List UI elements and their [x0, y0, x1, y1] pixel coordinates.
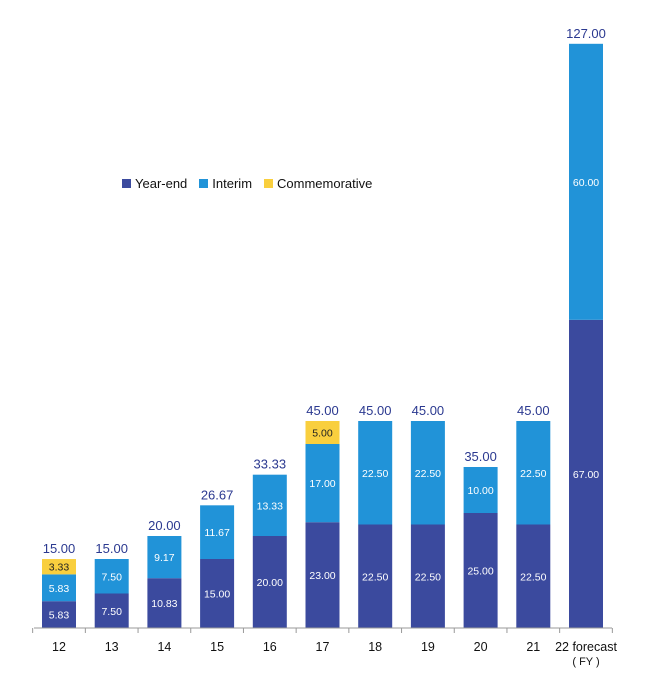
total-label-18: 45.00 [359, 403, 392, 418]
bar-year-end-21 [516, 524, 551, 628]
bar-interim-14 [147, 536, 182, 579]
total-label-20: 35.00 [464, 449, 497, 464]
x-tick-label-12: 12 [52, 640, 66, 654]
bar-year-end-15 [200, 559, 235, 628]
x-tick-label-14: 14 [157, 640, 171, 654]
legend-label-year-end: Year-end [135, 176, 188, 191]
bar-interim-17 [305, 444, 340, 523]
legend-label-interim: Interim [212, 176, 253, 191]
bar-interim-22-forecast [569, 43, 603, 320]
segment-label-interim-21: 22.50 [520, 468, 546, 480]
legend-item-interim: Interim [199, 176, 252, 191]
bar-year-end-12 [42, 601, 76, 628]
x-axis-tick-labels-group: 12 13 14 15 16 17 18 19 20 21 22 forecast ( FY ) [52, 640, 617, 668]
x-tick-label-18: 18 [368, 640, 382, 654]
total-label-15: 26.67 [201, 487, 234, 502]
total-label-22-forecast: 127.00 [566, 26, 606, 41]
segment-label-interim-14: 9.17 [154, 552, 175, 564]
legend-label-commemorative: Commemorative [277, 176, 373, 191]
segment-label-year-end-17: 23.00 [309, 570, 335, 582]
bar-year-end-22-forecast [569, 319, 603, 628]
x-tick-label-15: 15 [210, 640, 224, 654]
bars-group [42, 43, 603, 628]
legend-item-year-end: Year-end [122, 176, 187, 191]
segment-label-interim-19: 22.50 [415, 468, 441, 480]
bar-interim-19 [410, 421, 445, 525]
x-axis-ticks-group [32, 628, 613, 633]
segment-label-interim-12: 5.83 [49, 583, 70, 595]
segment-label-year-end-12: 5.83 [49, 610, 70, 622]
bar-year-end-13 [94, 593, 129, 628]
segment-labels-group: 5.83 5.83 3.33 7.50 7.50 10.83 9.17 15.00 11.67 2… [49, 177, 600, 622]
total-label-19: 45.00 [412, 403, 445, 418]
bar-interim-21 [516, 421, 551, 525]
x-tick-label-16: 16 [263, 640, 277, 654]
total-label-13: 15.00 [95, 541, 128, 556]
x-tick-label-13: 13 [105, 640, 119, 654]
segment-label-year-end-20: 25.00 [467, 566, 493, 578]
legend: Year-end Interim Commemorative [122, 176, 384, 191]
total-label-17: 45.00 [306, 403, 339, 418]
segment-label-year-end-18: 22.50 [362, 571, 388, 583]
total-label-21: 45.00 [517, 403, 550, 418]
segment-label-interim-20: 10.00 [467, 485, 493, 497]
segment-label-interim-18: 22.50 [362, 468, 388, 480]
segment-label-year-end-16: 20.00 [257, 577, 283, 589]
x-tick-label-17: 17 [316, 640, 330, 654]
x-tick-sublabel-22-forecast: ( FY ) [572, 656, 599, 668]
bar-year-end-16 [252, 536, 287, 628]
bar-interim-20 [463, 467, 498, 513]
total-labels-group: 15.00 15.00 20.00 26.67 33.33 45.00 45.00 45.00… [43, 26, 606, 556]
bar-commemorative-12 [42, 559, 76, 575]
segment-label-year-end-13: 7.50 [101, 606, 122, 618]
bar-year-end-17 [305, 522, 340, 628]
segment-label-commemorative-17: 5.00 [312, 428, 333, 440]
x-tick-label-19: 19 [421, 640, 435, 654]
bar-interim-12 [42, 574, 76, 602]
bar-commemorative-17 [305, 421, 340, 444]
total-label-14: 20.00 [148, 518, 181, 533]
bar-interim-16 [252, 474, 287, 536]
legend-swatch-year-end [122, 179, 131, 188]
segment-label-interim-16: 13.33 [257, 500, 283, 512]
total-label-12: 15.00 [43, 541, 76, 556]
x-tick-label-20: 20 [474, 640, 488, 654]
segment-label-interim-17: 17.00 [309, 478, 335, 490]
segment-label-year-end-21: 22.50 [520, 571, 546, 583]
bar-interim-15 [200, 505, 235, 559]
segment-label-interim-15: 11.67 [204, 527, 230, 539]
segment-label-commemorative-12: 3.33 [49, 562, 70, 574]
segment-label-year-end-19: 22.50 [415, 571, 441, 583]
bar-interim-13 [94, 559, 129, 594]
x-tick-label-22-forecast: 22 forecast [555, 640, 617, 654]
x-tick-label-21: 21 [526, 640, 540, 654]
bar-year-end-18 [358, 524, 393, 628]
bar-interim-18 [358, 421, 393, 525]
segment-label-year-end-22-forecast: 67.00 [573, 469, 599, 481]
segment-label-year-end-15: 15.00 [204, 589, 230, 601]
segment-label-interim-13: 7.50 [101, 571, 122, 583]
total-label-16: 33.33 [254, 457, 287, 472]
bar-year-end-19 [410, 524, 445, 628]
segment-label-interim-22-forecast: 60.00 [573, 177, 599, 189]
legend-swatch-commemorative [264, 179, 274, 188]
legend-swatch-interim [199, 179, 209, 188]
segment-label-year-end-14: 10.83 [151, 598, 177, 610]
legend-item-commemorative: Commemorative [264, 176, 372, 191]
bar-year-end-20 [463, 513, 498, 628]
bar-year-end-14 [147, 578, 182, 628]
